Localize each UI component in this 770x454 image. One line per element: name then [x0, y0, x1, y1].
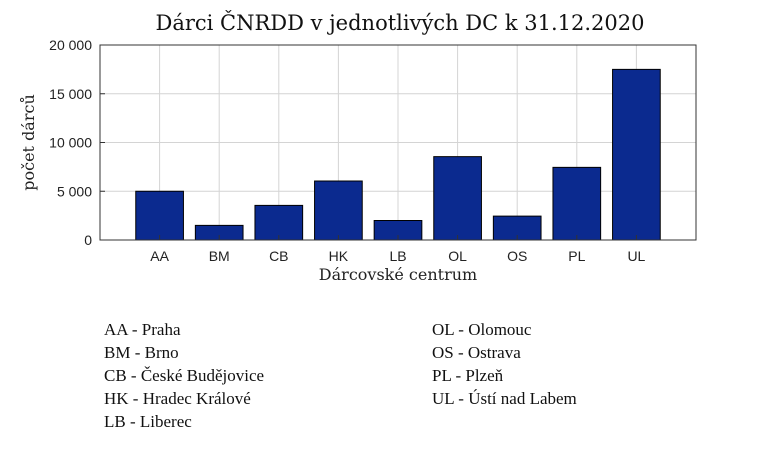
x-tick-label: CB	[269, 248, 288, 264]
y-tick-label: 0	[84, 232, 92, 248]
legend-item: HK - Hradec Králové	[104, 389, 251, 408]
legend-item: UL - Ústí nad Labem	[432, 389, 577, 408]
bars-layer	[135, 68, 661, 241]
y-tick-label: 10 000	[49, 135, 92, 151]
legend-item: LB - Liberec	[104, 412, 192, 431]
bar-ul	[612, 68, 661, 241]
y-tick-label: 5 000	[57, 183, 92, 199]
legend-item: AA - Praha	[104, 320, 181, 339]
chart-title: Dárci ČNRDD v jednotlivých DC k 31.12.20…	[155, 10, 644, 35]
legend-item: BM - Brno	[104, 343, 179, 362]
bar-aa	[135, 190, 184, 241]
ticks-layer: 0 5 000 10 000 15 000 20 000 AA BM CB HK LB OL OS PL…	[49, 37, 645, 264]
y-tick-label: 15 000	[49, 86, 92, 102]
x-tick-label: AA	[150, 248, 169, 264]
legend-item: CB - České Budějovice	[104, 366, 265, 385]
y-axis-label: počet dárců	[19, 94, 38, 191]
legend-item: PL - Plzeň	[432, 366, 504, 385]
x-tick-label: LB	[389, 248, 406, 264]
bar-pl	[552, 166, 602, 241]
x-tick-label: UL	[627, 248, 645, 264]
x-tick-label: PL	[568, 248, 585, 264]
legend-item: OS - Ostrava	[432, 343, 521, 362]
legend-right: OL - Olomouc OS - Ostrava PL - Plzeň UL …	[432, 318, 577, 410]
bar-cb	[254, 204, 304, 241]
x-tick-label: HK	[329, 248, 349, 264]
bar-ol	[433, 156, 482, 241]
x-tick-label: OS	[507, 248, 527, 264]
x-axis-label: Dárcovské centrum	[319, 265, 477, 284]
y-tick-label: 20 000	[49, 37, 92, 53]
x-tick-label: BM	[209, 248, 230, 264]
x-tick-label: OL	[448, 248, 467, 264]
grid-layer	[100, 44, 696, 241]
legend-item: OL - Olomouc	[432, 320, 532, 339]
legend-left: AA - Praha BM - Brno CB - České Budějovi…	[104, 318, 264, 433]
bar-hk	[314, 180, 363, 241]
bar-chart: Dárci ČNRDD v jednotlivých DC k 31.12.20…	[19, 10, 697, 284]
